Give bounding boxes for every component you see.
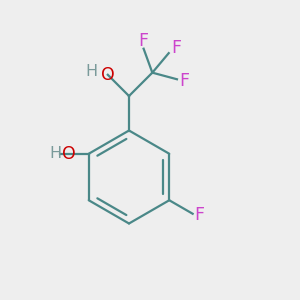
Text: F: F bbox=[139, 32, 148, 50]
Text: F: F bbox=[179, 72, 190, 90]
Text: O: O bbox=[62, 145, 76, 163]
Text: F: F bbox=[171, 39, 181, 57]
Text: H: H bbox=[50, 146, 62, 161]
Text: H: H bbox=[85, 64, 97, 79]
Text: O: O bbox=[101, 66, 115, 84]
Text: F: F bbox=[194, 206, 204, 224]
